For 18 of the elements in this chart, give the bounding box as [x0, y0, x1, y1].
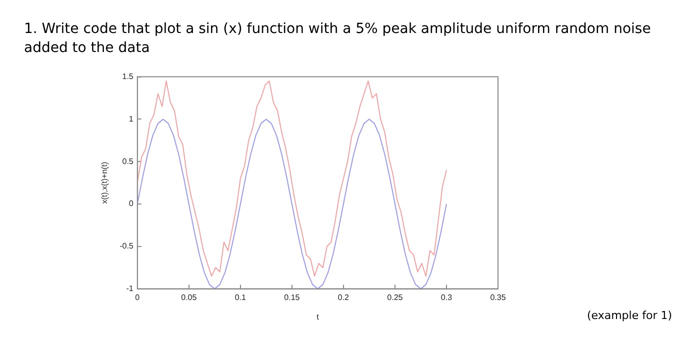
x-tick-label: 0.15 — [284, 292, 300, 302]
y-tick-label: 1.5 — [122, 72, 134, 82]
x-axis-title: t — [316, 312, 320, 322]
text: (example for 1) — [586, 309, 672, 322]
y-tick-label: -0.5 — [120, 242, 134, 251]
chart-title: 1. Write code that plot a sin (x) function with a 5% peak amplitude uniform random noise added to the data — [23, 20, 652, 58]
x-tick-label: 0 — [135, 292, 140, 302]
x-tick-label: 0.25 — [387, 292, 404, 302]
y-tick-label: -1 — [126, 284, 134, 294]
y-tick-label: 0 — [128, 199, 134, 208]
y-tick-label: 1 — [128, 114, 134, 124]
y-tick-label: 0.5 — [122, 156, 134, 166]
y-axis-title: x(t),x(t)+n(t) — [100, 161, 110, 204]
x-tick-label: 0.35 — [490, 292, 506, 302]
x-tick-label: 0.3 — [440, 292, 453, 302]
x-tick-label: 0.2 — [338, 292, 350, 302]
x-tick-label: 0.05 — [181, 292, 198, 302]
x-tick-label: 0.1 — [234, 292, 247, 302]
